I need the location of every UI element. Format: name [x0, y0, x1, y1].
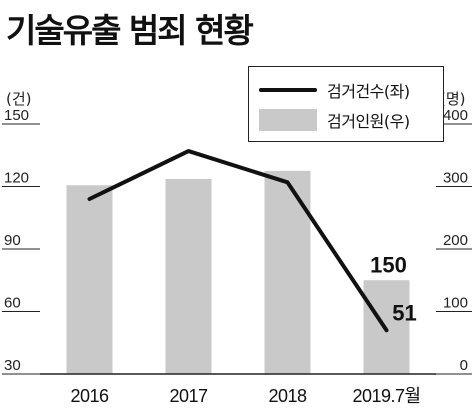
- x-tick-label-2016: 2016: [70, 386, 109, 406]
- line-series-cases: [87, 149, 389, 333]
- x-tick-label-2019.7월: 2019.7월: [352, 386, 420, 406]
- x-tick-label-2017: 2017: [169, 386, 208, 406]
- right-axis-unit: (명): [440, 90, 466, 108]
- right-tick-label: 400: [443, 107, 468, 124]
- right-tick-label: 100: [443, 295, 468, 312]
- legend-label-cases: 검거건수(좌): [327, 82, 410, 101]
- right-tick-label: 300: [443, 170, 468, 187]
- bar-2018: [264, 170, 311, 374]
- bar-2016: [66, 185, 113, 374]
- chart-title: 기술유출 범죄 현황: [6, 11, 254, 50]
- data-label-persons-2019: 150: [370, 252, 407, 277]
- left-axis-unit: (건): [6, 90, 32, 108]
- legend-label-persons: 검거인원(우): [327, 112, 410, 131]
- right-tick-label: 200: [443, 232, 468, 249]
- left-tick-label: 60: [4, 295, 21, 312]
- left-tick-label: 30: [4, 357, 21, 374]
- legend-item-persons: 검거인원(우): [259, 107, 410, 133]
- legend: 검거건수(좌) 검거인원(우): [248, 66, 444, 142]
- legend-item-cases: 검거건수(좌): [259, 77, 410, 103]
- legend-bar-swatch: [259, 109, 317, 131]
- bar-2017: [165, 179, 212, 374]
- left-tick-label: 150: [4, 107, 29, 124]
- left-tick-label: 90: [4, 232, 21, 249]
- left-tick-label: 120: [4, 170, 29, 187]
- right-tick-label: 0: [460, 357, 468, 374]
- x-tick-label-2018: 2018: [268, 386, 307, 406]
- data-label-cases-2019: 51: [392, 300, 416, 325]
- legend-line-swatch: [259, 88, 317, 92]
